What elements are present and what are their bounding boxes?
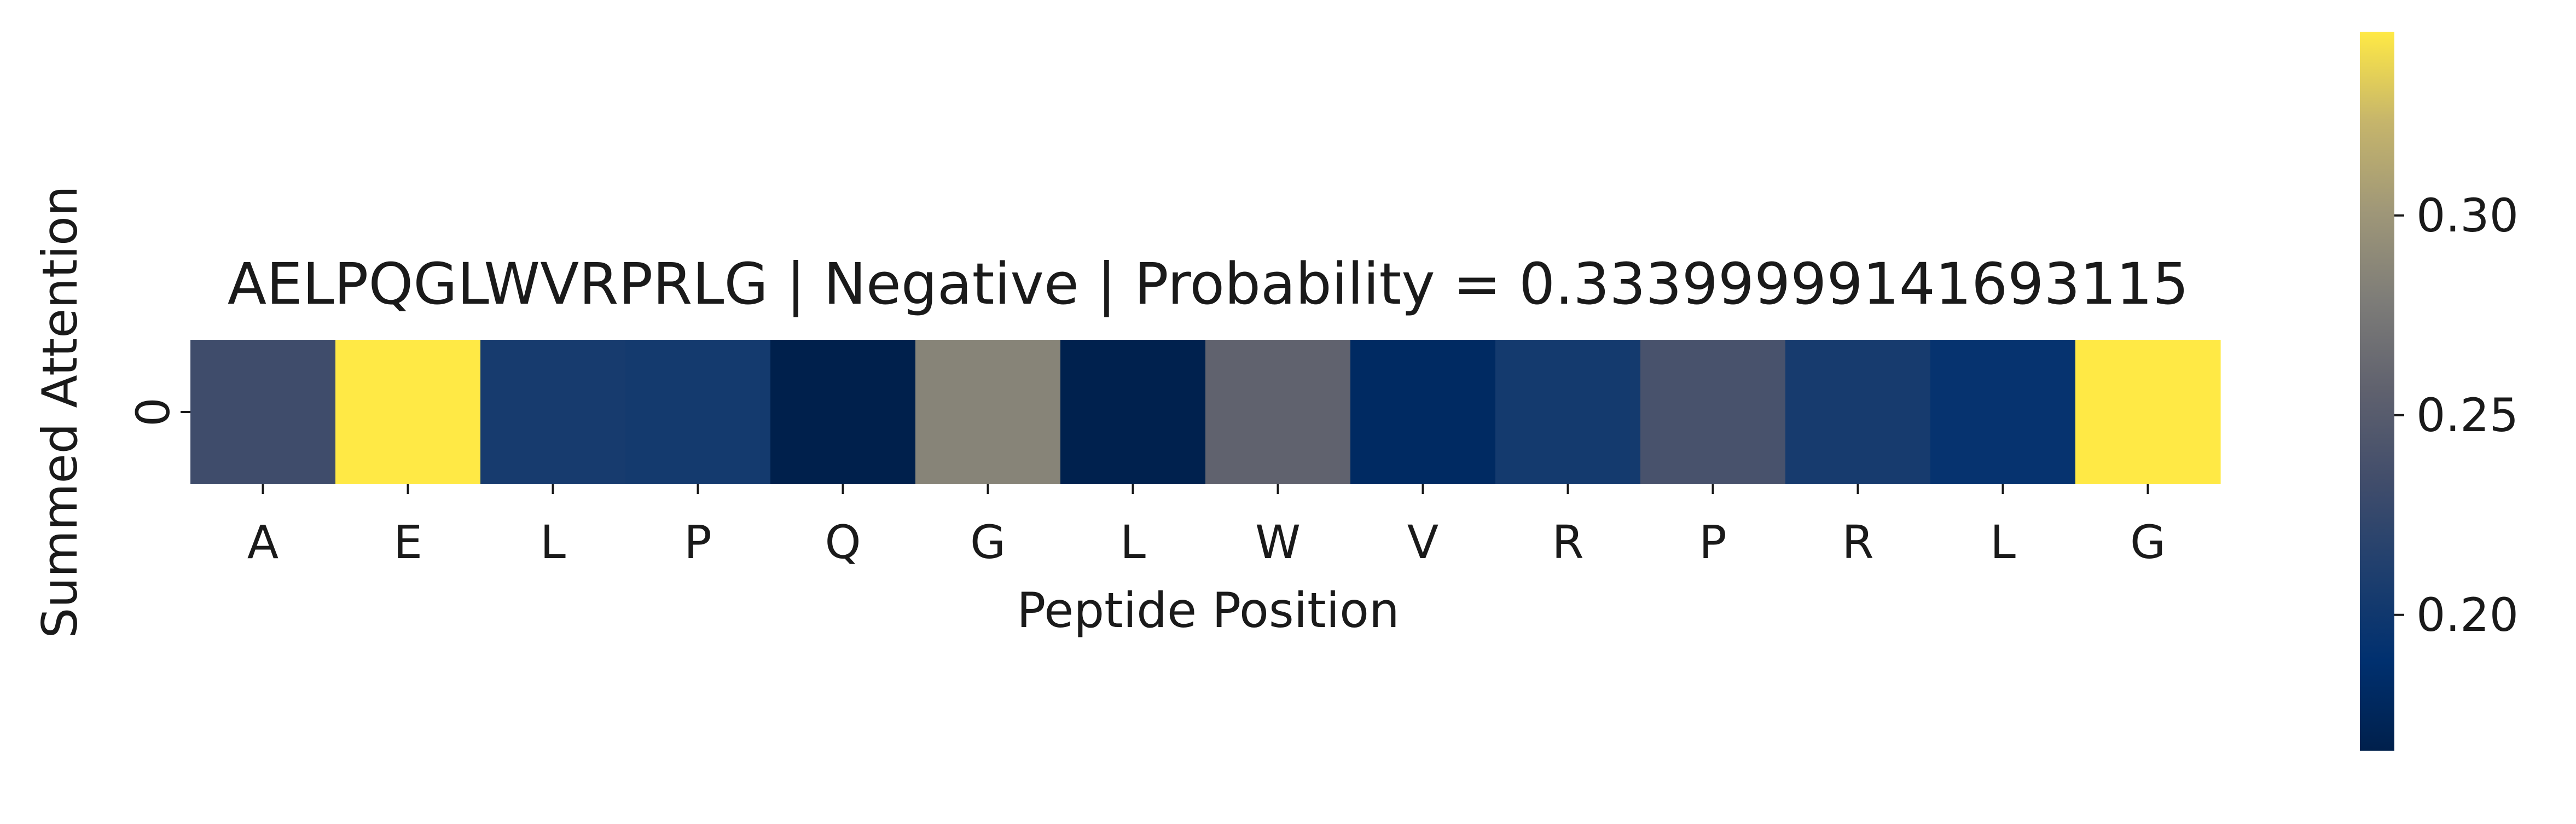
x-tick-label: Q [825, 515, 861, 569]
y-axis: 0 [126, 397, 190, 427]
heatmap-cell [1640, 340, 1786, 484]
heatmap-cell [1785, 340, 1931, 484]
colorbar-gradient [2360, 32, 2394, 751]
x-tick-label: L [1990, 515, 2016, 569]
heatmap-cell [480, 340, 626, 484]
heatmap-cell [190, 340, 336, 484]
heatmap-cell [1495, 340, 1641, 484]
heatmap-cell [915, 340, 1061, 484]
x-tick-label: E [393, 515, 422, 569]
x-tick-label: G [970, 515, 1006, 569]
x-tick-label: W [1255, 515, 1301, 569]
x-tick-label: L [1120, 515, 1146, 569]
x-tick-label: A [247, 515, 279, 569]
heatmap-cell [1060, 340, 1206, 484]
x-tick-label: R [1552, 515, 1583, 569]
heatmap-cell [1350, 340, 1496, 484]
heatmap-cell [770, 340, 916, 484]
x-tick-label: P [684, 515, 712, 569]
y-axis-label: Summed Attention [32, 185, 88, 638]
heatmap-cell [1930, 340, 2076, 484]
heatmap-cell [335, 340, 481, 484]
heatmap-cell [2075, 340, 2221, 484]
colorbar-tick-label: 0.20 [2416, 588, 2519, 642]
x-tick-label: R [1842, 515, 1873, 569]
heatmap-cell [1205, 340, 1351, 484]
x-tick-label: G [2130, 515, 2166, 569]
colorbar: 0.20 0.25 0.30 [2360, 32, 2519, 751]
colorbar-ticks: 0.20 0.25 0.30 [2394, 189, 2519, 642]
y-tick-label: 0 [126, 397, 180, 426]
x-axis-label: Peptide Position [1017, 582, 1400, 639]
colorbar-tick-label: 0.30 [2416, 189, 2519, 242]
colorbar-tick-label: 0.25 [2416, 388, 2519, 442]
heatmap-cells [190, 340, 2221, 484]
x-tick-label: L [540, 515, 566, 569]
x-tick-label: P [1699, 515, 1727, 569]
chart-title: AELPQGLWVRPRLG | Negative | Probability … [228, 251, 2189, 317]
heatmap-cell [625, 340, 771, 484]
x-tick-label: V [1407, 515, 1438, 569]
